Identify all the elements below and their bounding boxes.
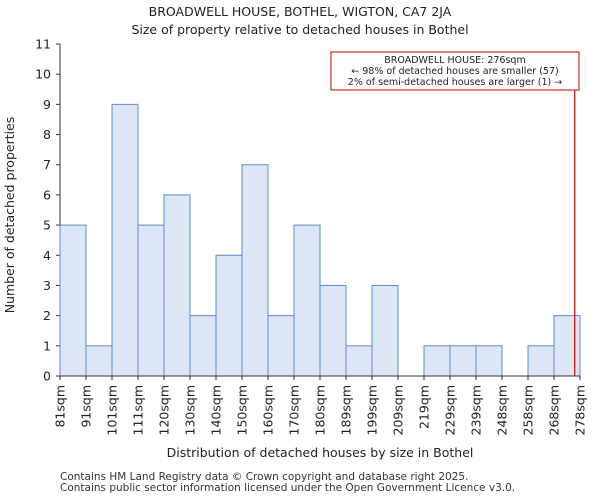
x-tick-label: 219qm [417,385,432,429]
annotation-line: 2% of semi-detached houses are larger (1… [348,77,562,88]
bar [319,284,347,377]
x-tick-label: 160sqm [261,385,276,435]
bar [137,224,165,377]
footer: Contains HM Land Registry data © Crown c… [60,472,515,494]
chart-title: BROADWELL HOUSE, BOTHEL, WIGTON, CA7 2JA [148,4,452,19]
y-tick-label: 10 [35,67,51,82]
x-tick-label: 130sqm [183,385,198,435]
x-tick-label: 278sqm [573,385,588,435]
y-tick-label: 7 [43,157,51,172]
x-tick-label: 239sqm [469,385,484,435]
y-tick-label: 4 [43,248,51,263]
annotation-line: ← 98% of detached houses are smaller (57… [351,66,558,77]
bar [85,345,113,377]
chart-subtitle: Size of property relative to detached ho… [131,22,469,37]
x-tick-label: 101sqm [105,385,120,435]
x-tick-label: 150sqm [235,385,250,435]
bar [449,345,477,377]
property-marker: BROADWELL HOUSE: 276sqm← 98% of detached… [330,51,580,376]
y-tick-label: 6 [43,187,51,202]
x-axis-label: Distribution of detached houses by size … [167,445,474,460]
x-tick-label: 111sqm [131,385,146,435]
y-tick-label: 8 [43,127,51,142]
bar [475,345,503,377]
x-tick-label: 91sqm [79,385,94,428]
bar [215,254,243,377]
y-tick-label: 2 [43,308,51,323]
y-tick-label: 0 [43,369,51,384]
bar [163,194,191,377]
bar [267,315,295,377]
footer-line-1: Contains HM Land Registry data © Crown c… [60,471,469,483]
x-tick-label: 81sqm [53,385,68,428]
bar [345,345,373,377]
annotation-box [330,51,580,91]
bar [189,315,217,377]
bar [59,224,87,377]
bar [423,345,451,377]
x-tick-label: 258sqm [521,385,536,435]
y-tick-label: 1 [43,338,51,353]
y-tick-label: 11 [35,37,51,52]
y-tick-label: 5 [43,218,51,233]
bar [527,345,555,377]
footer-line-2: Contains public sector information licen… [60,482,516,494]
bar [371,284,399,377]
x-tick-label: 180sqm [313,385,328,435]
bar-series [59,103,581,377]
y-axis: 0 1 2 3 4 5 6 7 8 9 10 11 [35,37,61,384]
y-tick-label: 3 [43,278,51,293]
x-tick-label: 189sqm [339,385,354,435]
y-tick-label: 9 [43,97,51,112]
x-tick-label: 229sqm [443,385,458,435]
bar [553,315,581,377]
x-tick-label: 120sqm [157,385,172,435]
bar [293,224,321,377]
bar [241,164,269,377]
x-tick-label: 170sqm [287,385,302,435]
x-tick-label: 209sqm [391,385,406,435]
x-tick-label: 199sqm [365,385,380,435]
bar [111,103,139,377]
x-tick-label: 248sqm [495,385,510,435]
y-axis-label: Number of detached properties [2,117,17,314]
x-tick-label: 268sqm [547,385,562,435]
annotation-line: BROADWELL HOUSE: 276sqm [384,55,525,66]
x-tick-label: 140sqm [209,385,224,435]
x-axis: 81sqm 91sqm 101sqm 111sqm 120sqm 130sqm 140sqm… [53,375,588,435]
